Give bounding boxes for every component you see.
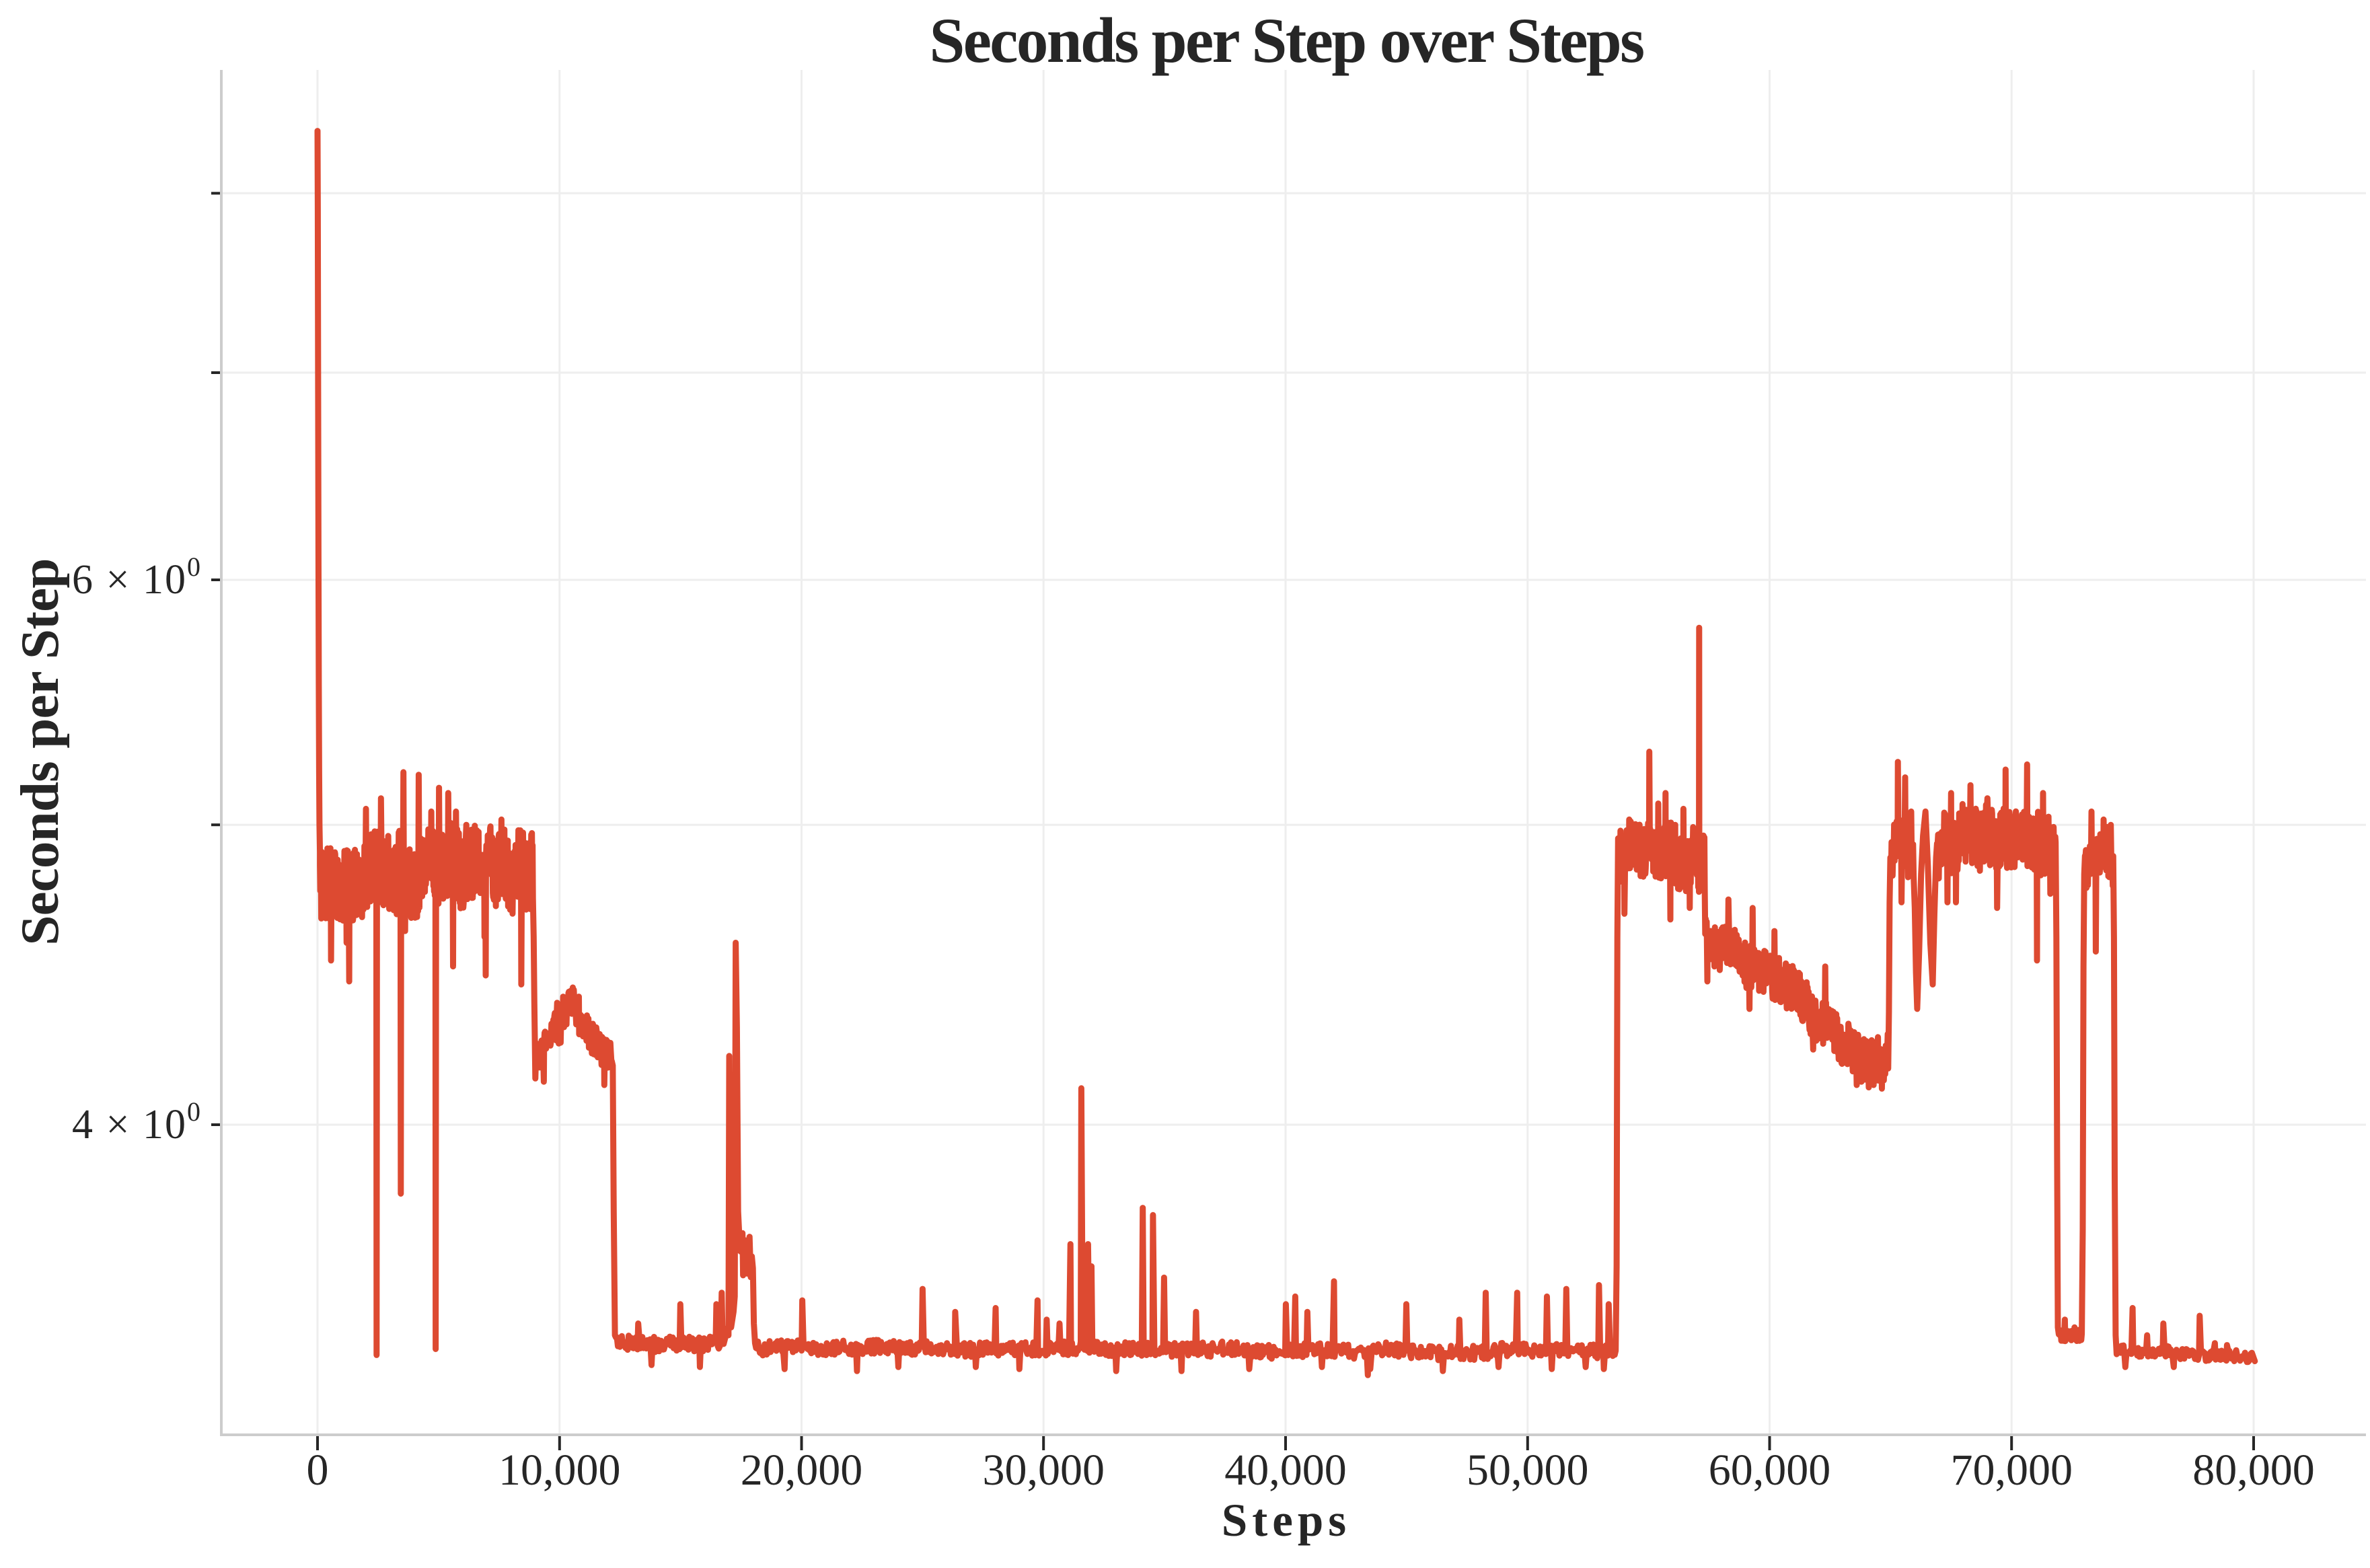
svg-text:60,000: 60,000 [1709,1446,1831,1495]
svg-text:4 × 100: 4 × 100 [72,1096,202,1148]
svg-text:Seconds per Step over Steps: Seconds per Step over Steps [929,5,1643,76]
svg-text:70,000: 70,000 [1950,1446,2073,1495]
svg-text:30,000: 30,000 [982,1446,1105,1495]
svg-text:80,000: 80,000 [2192,1446,2315,1495]
svg-text:Seconds per Step: Seconds per Step [9,558,70,945]
svg-text:10,000: 10,000 [498,1446,621,1495]
svg-text:50,000: 50,000 [1467,1446,1589,1495]
svg-text:40,000: 40,000 [1224,1446,1347,1495]
svg-text:20,000: 20,000 [741,1446,863,1495]
svg-text:6 × 100: 6 × 100 [72,552,202,603]
svg-text:Steps: Steps [1222,1495,1351,1546]
svg-text:0: 0 [307,1446,329,1495]
